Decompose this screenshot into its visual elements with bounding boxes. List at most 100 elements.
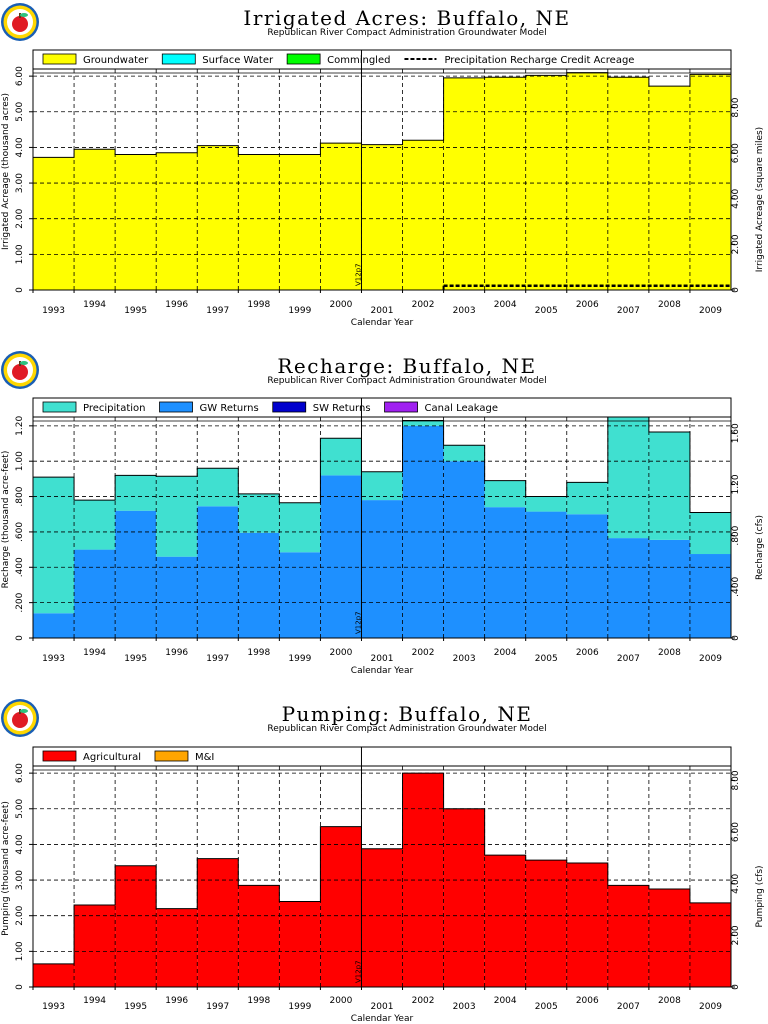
apple-logo-icon — [1, 699, 39, 737]
bar-gw-returns — [648, 539, 690, 638]
bar-precipitation — [689, 512, 731, 555]
ylabel-right: Irrigated Acreage (square miles) — [755, 127, 765, 272]
xtick-label: 1993 — [42, 306, 65, 316]
bar-groundwater — [607, 77, 649, 290]
xtick-label: 2007 — [617, 306, 640, 316]
bar-precipitation — [197, 468, 239, 507]
bar-agricultural — [402, 773, 444, 987]
ytick-label-left: 5.00 — [15, 101, 25, 121]
ytick-label-left: 1.00 — [15, 941, 25, 961]
bar-gw-returns — [156, 556, 198, 638]
xtick-label: 1997 — [206, 654, 229, 664]
legend-swatch-1 — [159, 401, 193, 413]
xtick-label: 2006 — [576, 648, 599, 658]
xtick-label: 1993 — [42, 654, 65, 664]
bar-agricultural — [238, 885, 280, 987]
bar-precipitation — [607, 417, 649, 539]
xtick-label: 1996 — [165, 300, 188, 310]
annotation-label: V12p7 — [354, 611, 362, 634]
legend-swatch-1 — [154, 750, 189, 762]
legend-swatch-0 — [42, 401, 77, 413]
ytick-label-left: 1.00 — [15, 451, 25, 471]
xtick-label: 2006 — [576, 996, 599, 1006]
legend-swatch-1 — [161, 53, 196, 65]
bar-gw-returns — [484, 507, 526, 638]
xtick-label: 2008 — [658, 648, 681, 658]
xtick-label: 1995 — [124, 654, 147, 664]
ytick-label-right: 0 — [731, 635, 741, 641]
ytick-label-left: 5.00 — [15, 798, 25, 818]
legend-entry: Canal Leakage — [425, 403, 498, 414]
bar-groundwater — [484, 77, 526, 290]
bar-groundwater — [402, 140, 444, 290]
xlabel: Calendar Year — [351, 318, 414, 328]
logo-leaf — [20, 13, 28, 17]
ytick-label-right: 2.00 — [731, 925, 741, 945]
bar-precipitation — [279, 502, 321, 553]
bar-agricultural — [320, 826, 362, 987]
legend-entry: GW Returns — [200, 403, 259, 414]
xtick-label: 1998 — [247, 300, 270, 310]
legend-entry: SW Returns — [313, 403, 371, 414]
bar-gw-returns — [238, 532, 280, 638]
legend-swatch-0 — [42, 53, 77, 65]
bar-groundwater — [689, 74, 731, 290]
bar-groundwater — [115, 154, 157, 290]
xtick-label: 1994 — [83, 996, 106, 1006]
xtick-label: 2006 — [576, 300, 599, 310]
xtick-label: 2005 — [535, 306, 558, 316]
ytick-label-left: 2.00 — [15, 905, 25, 925]
xtick-label: 1994 — [83, 300, 106, 310]
logo-stem — [19, 361, 21, 366]
logo-apple — [12, 364, 28, 380]
chart-title: Recharge: Buffalo, NE — [277, 354, 536, 378]
legend-entry: Surface Water — [202, 55, 274, 66]
xtick-label: 2002 — [412, 648, 435, 658]
xtick-label: 2001 — [371, 654, 394, 664]
ytick-label-right: 6.00 — [731, 822, 741, 842]
ytick-label-right: 8.00 — [731, 770, 741, 790]
bar-outline — [32, 72, 732, 290]
legend-entry: M&I — [195, 752, 214, 763]
xtick-label: 1999 — [288, 306, 311, 316]
xtick-label: 2008 — [658, 996, 681, 1006]
ytick-label-right: 2.00 — [731, 234, 741, 254]
bar-precipitation — [238, 493, 280, 533]
bar-gw-returns — [689, 554, 731, 638]
bar-agricultural — [197, 858, 239, 987]
xtick-label: 2004 — [494, 996, 517, 1006]
xtick-label: 2005 — [535, 654, 558, 664]
chart-title: Irrigated Acres: Buffalo, NE — [243, 6, 570, 30]
xtick-label: 2009 — [699, 654, 722, 664]
bar-agricultural — [443, 808, 485, 987]
xtick-label: 2002 — [412, 300, 435, 310]
bar-gw-returns — [402, 425, 444, 638]
xtick-label: 1999 — [288, 654, 311, 664]
bar-outline — [32, 772, 732, 987]
bar-precipitation — [566, 482, 608, 515]
bar-groundwater — [33, 157, 75, 290]
ytick-label-right: 0 — [731, 287, 741, 293]
xlabel: Calendar Year — [351, 1014, 414, 1024]
bar-groundwater — [566, 72, 608, 290]
plot-frame — [32, 68, 732, 291]
xtick-label: 1994 — [83, 648, 106, 658]
ytick-label-right: 4.00 — [731, 873, 741, 893]
bar-agricultural — [689, 902, 731, 987]
bar-agricultural — [279, 901, 321, 987]
xtick-label: 2004 — [494, 648, 517, 658]
xtick-label: 1996 — [165, 648, 188, 658]
xtick-label: 1995 — [124, 306, 147, 316]
chart-subtitle: Republican River Compact Administration … — [267, 724, 546, 734]
bar-groundwater — [443, 77, 485, 291]
bar-agricultural — [525, 860, 567, 987]
bar-groundwater — [361, 144, 403, 290]
xlabel: Calendar Year — [351, 666, 414, 676]
apple-logo-icon — [1, 3, 39, 41]
xtick-label: 2001 — [371, 306, 394, 316]
legend-swatch-2 — [286, 53, 321, 65]
xtick-label: 1998 — [247, 648, 270, 658]
ytick-label-right: .400 — [731, 577, 741, 597]
